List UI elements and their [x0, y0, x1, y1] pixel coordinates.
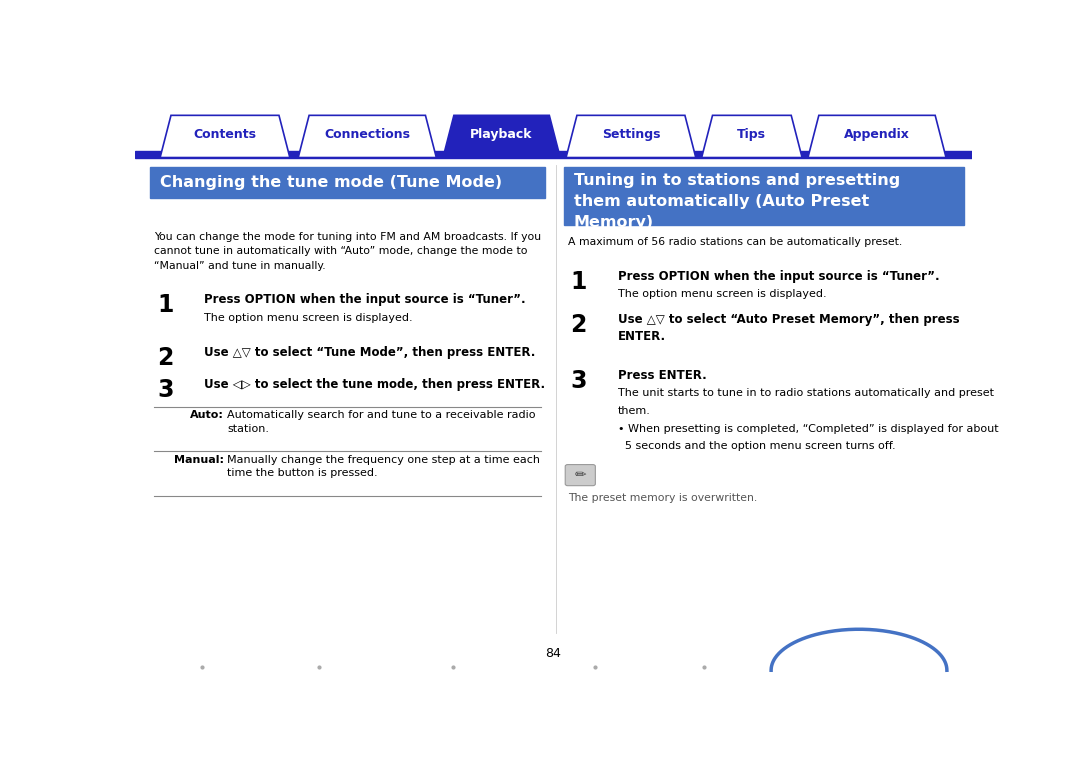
- Text: Press OPTION when the input source is “Tuner”.: Press OPTION when the input source is “T…: [618, 270, 940, 283]
- Text: Automatically search for and tune to a receivable radio
station.: Automatically search for and tune to a r…: [227, 410, 536, 434]
- Text: Contents: Contents: [193, 128, 256, 141]
- Text: Press ENTER.: Press ENTER.: [618, 369, 706, 382]
- Text: Connections: Connections: [324, 128, 410, 141]
- Text: Settings: Settings: [602, 128, 660, 141]
- Text: The option menu screen is displayed.: The option menu screen is displayed.: [618, 289, 826, 299]
- Polygon shape: [298, 116, 436, 158]
- Text: Appendix: Appendix: [845, 128, 910, 141]
- Text: Manual:: Manual:: [174, 454, 224, 465]
- Text: Manually change the frequency one step at a time each
time the button is pressed: Manually change the frequency one step a…: [227, 454, 540, 478]
- Polygon shape: [566, 116, 696, 158]
- Text: 5 seconds and the option menu screen turns off.: 5 seconds and the option menu screen tur…: [618, 441, 895, 451]
- Text: Use △▽ to select “Tune Mode”, then press ENTER.: Use △▽ to select “Tune Mode”, then press…: [204, 346, 536, 359]
- Polygon shape: [702, 116, 802, 158]
- Text: 3: 3: [570, 369, 586, 393]
- Text: The preset memory is overwritten.: The preset memory is overwritten.: [568, 492, 757, 503]
- Text: The option menu screen is displayed.: The option menu screen is displayed.: [204, 313, 413, 323]
- Text: Tips: Tips: [738, 128, 767, 141]
- Text: The unit starts to tune in to radio stations automatically and preset: The unit starts to tune in to radio stat…: [618, 388, 994, 399]
- Text: ✏: ✏: [575, 468, 586, 482]
- Polygon shape: [160, 116, 289, 158]
- Text: Auto:: Auto:: [190, 410, 224, 420]
- Text: Playback: Playback: [471, 128, 532, 141]
- FancyBboxPatch shape: [565, 464, 595, 486]
- Text: • When presetting is completed, “Completed” is displayed for about: • When presetting is completed, “Complet…: [618, 424, 999, 434]
- Text: them.: them.: [618, 406, 651, 416]
- Text: 84: 84: [545, 648, 562, 661]
- Text: 2: 2: [157, 346, 173, 370]
- Text: Changing the tune mode (Tune Mode): Changing the tune mode (Tune Mode): [160, 175, 502, 190]
- Bar: [150, 167, 545, 198]
- Polygon shape: [808, 116, 946, 158]
- Text: 1: 1: [157, 294, 173, 317]
- Text: Tuning in to stations and presetting
them automatically (Auto Preset
Memory): Tuning in to stations and presetting the…: [573, 174, 900, 231]
- Text: 2: 2: [570, 313, 586, 337]
- Text: Use ◁▷ to select the tune mode, then press ENTER.: Use ◁▷ to select the tune mode, then pre…: [204, 378, 545, 391]
- Polygon shape: [443, 116, 561, 158]
- Text: 1: 1: [570, 270, 586, 294]
- Bar: [135, 151, 972, 158]
- Text: Press OPTION when the input source is “Tuner”.: Press OPTION when the input source is “T…: [204, 294, 526, 307]
- Bar: [564, 167, 963, 225]
- Text: You can change the mode for tuning into FM and AM broadcasts. If you
cannot tune: You can change the mode for tuning into …: [154, 232, 541, 271]
- Text: 3: 3: [157, 378, 174, 403]
- Text: Use △▽ to select “Auto Preset Memory”, then press
ENTER.: Use △▽ to select “Auto Preset Memory”, t…: [618, 313, 959, 343]
- Text: A maximum of 56 radio stations can be automatically preset.: A maximum of 56 radio stations can be au…: [568, 237, 902, 247]
